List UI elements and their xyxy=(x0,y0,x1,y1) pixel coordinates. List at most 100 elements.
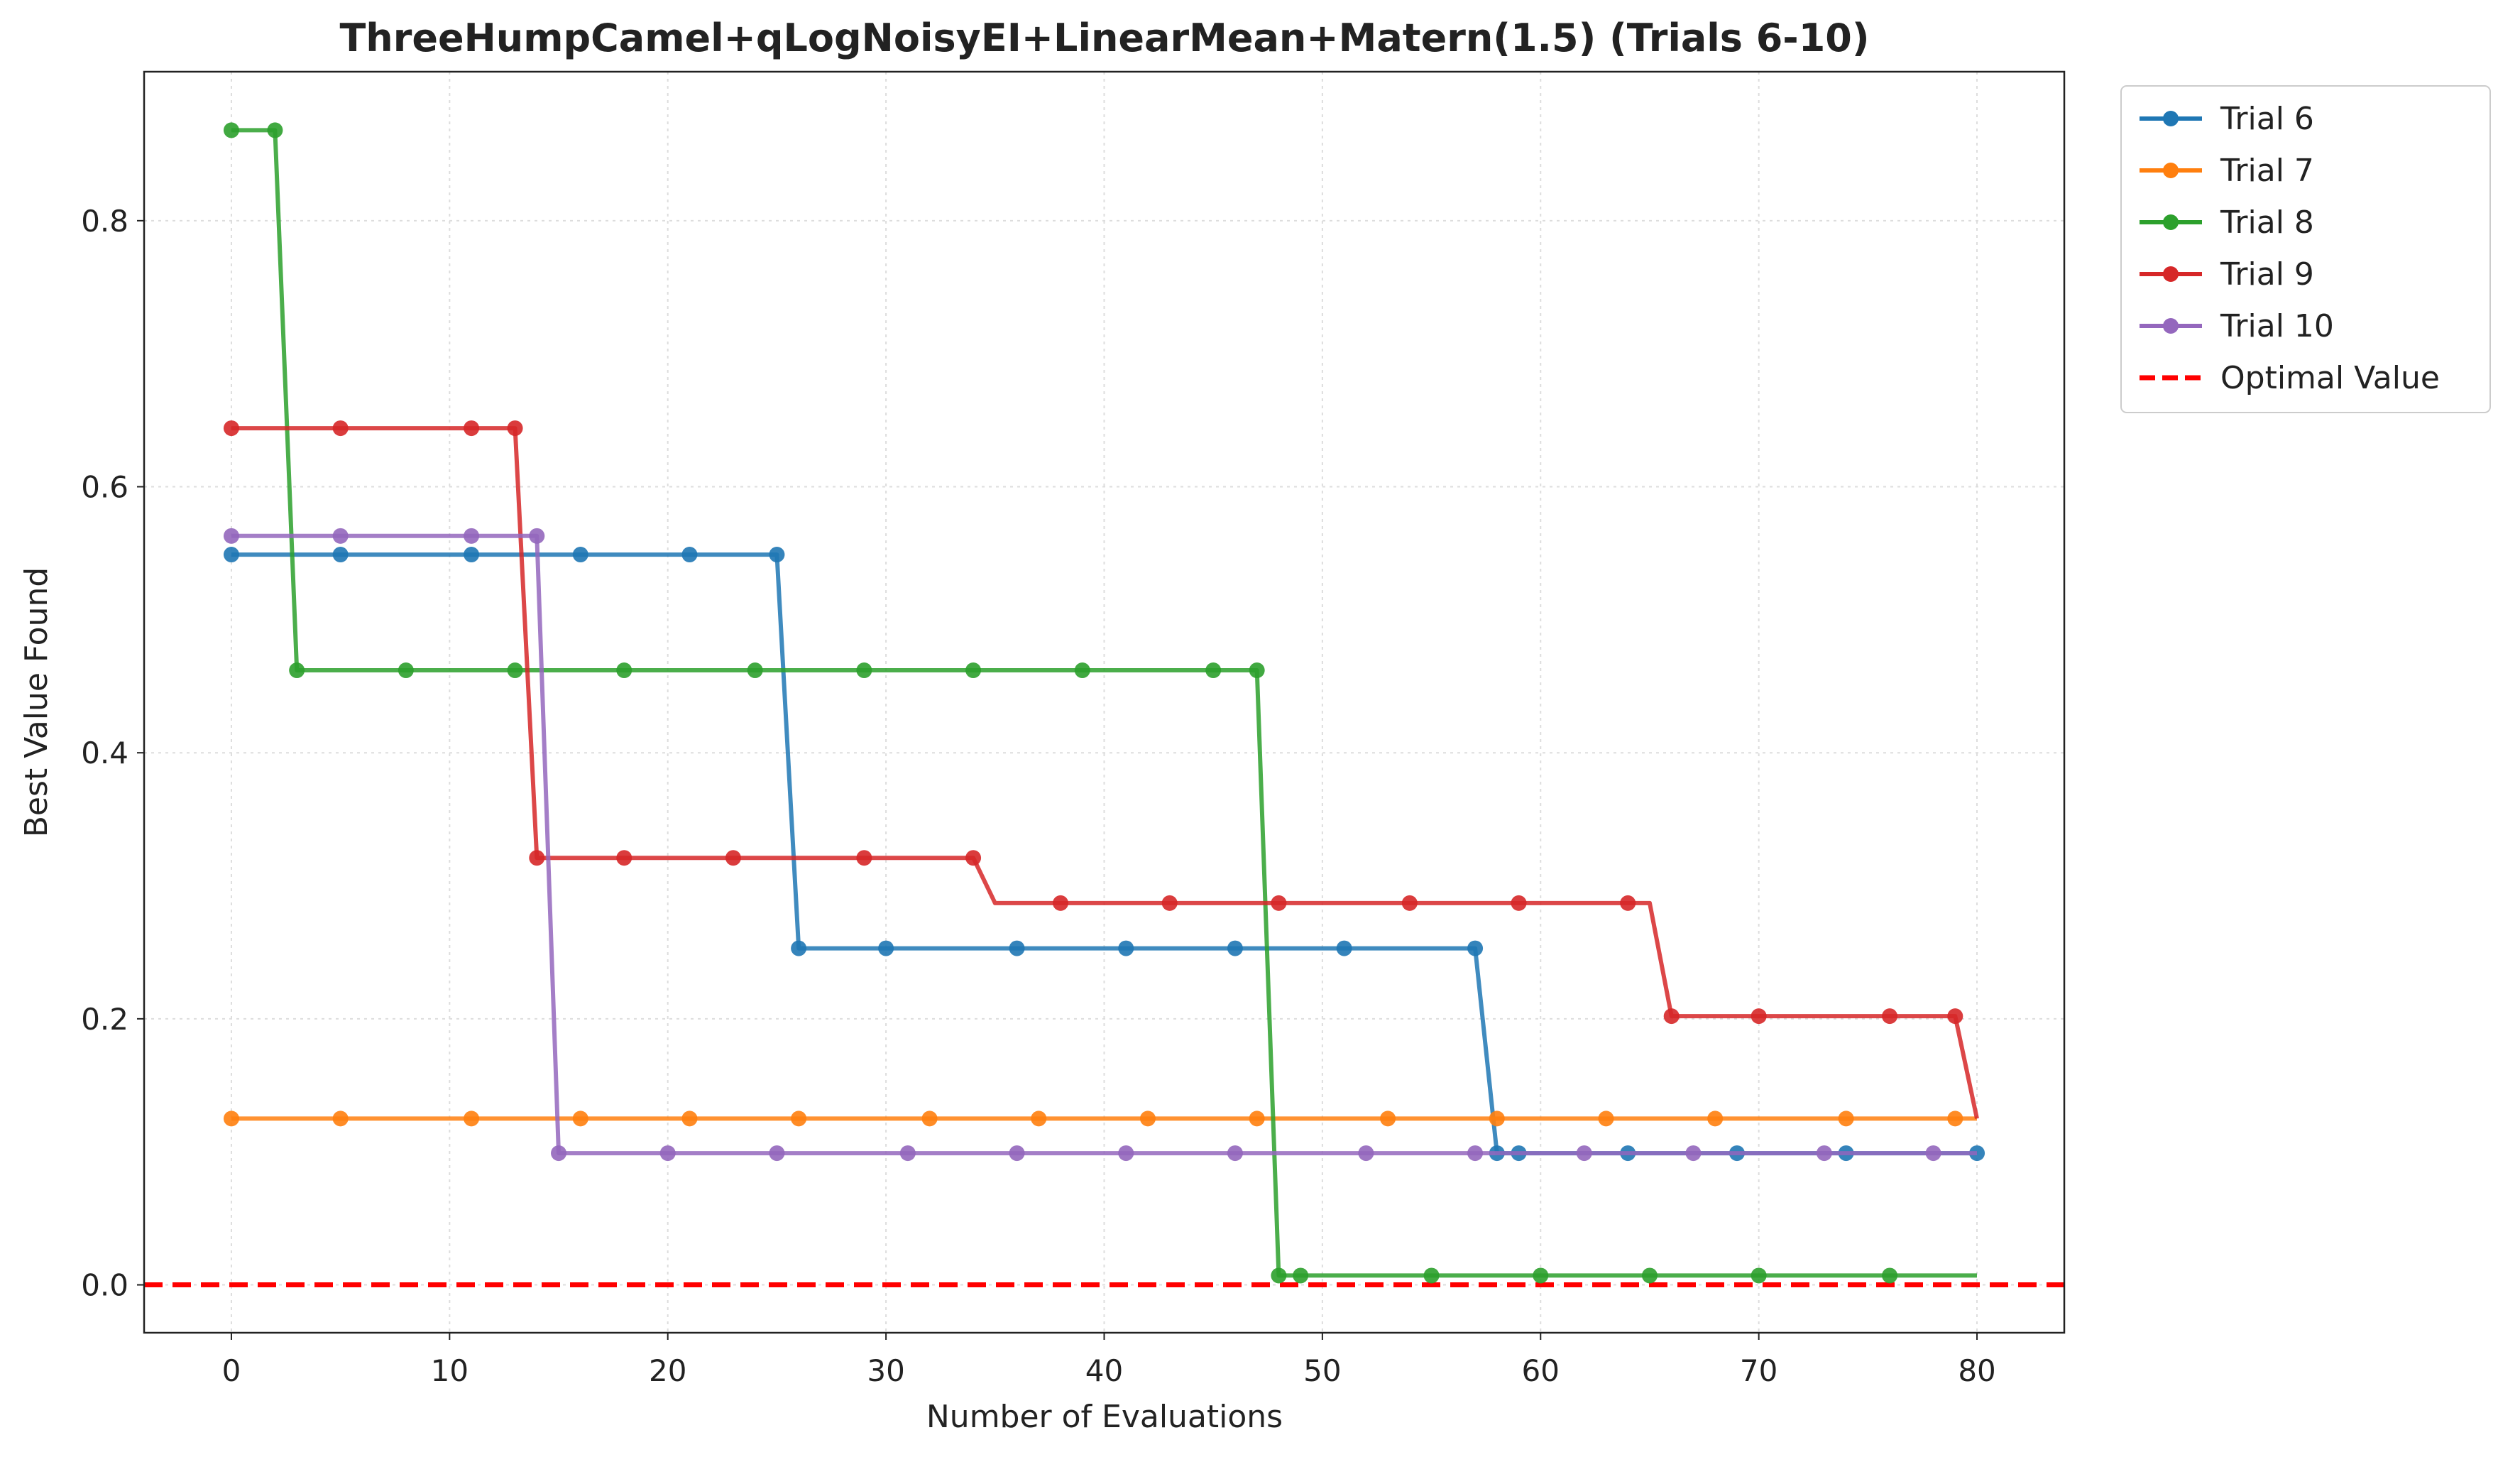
series-9-point xyxy=(1401,895,1418,911)
series-line-9 xyxy=(231,426,1979,1120)
series-6-point xyxy=(1969,1145,1985,1162)
series-10-point xyxy=(1925,1145,1941,1162)
series-9-point xyxy=(1161,895,1178,911)
series-9-point xyxy=(223,420,239,437)
series-9-point xyxy=(507,420,523,437)
series-10 xyxy=(223,528,1977,1162)
series-10-point xyxy=(529,528,545,544)
series-9-point xyxy=(1947,1008,1963,1025)
series-6-point xyxy=(681,547,698,563)
x-tick-label: 20 xyxy=(649,1353,686,1388)
series-6-point xyxy=(464,547,480,563)
series-8-point xyxy=(1271,1267,1287,1284)
legend: Trial 6 Trial 7 Trial 8 Trial 9 Trial 10 Opti… xyxy=(2120,85,2491,413)
series-10-point xyxy=(769,1145,785,1162)
series-10-point xyxy=(551,1145,567,1162)
series-7-point xyxy=(1139,1111,1156,1127)
legend-entry: Trial 8 xyxy=(2140,204,2314,241)
legend-entry: Trial 10 xyxy=(2140,308,2334,344)
x-tick-label: 50 xyxy=(1303,1353,1341,1388)
legend-marker xyxy=(2163,318,2179,334)
series-9-point xyxy=(725,850,741,866)
x-axis-label: Number of Evaluations xyxy=(926,1399,1283,1435)
legend-entry: Trial 9 xyxy=(2140,256,2314,293)
series-6-point xyxy=(878,940,894,956)
series-9-point xyxy=(464,420,480,437)
series-8-point xyxy=(1882,1267,1898,1284)
series-6-point xyxy=(1118,940,1134,956)
series-8-point xyxy=(1293,1267,1309,1284)
legend-entry: Trial 7 xyxy=(2140,153,2314,189)
series-6-point xyxy=(572,547,588,563)
series-8-point xyxy=(1074,662,1090,679)
series-9 xyxy=(223,420,1979,1120)
series-10-point xyxy=(1358,1145,1374,1162)
plot-frame xyxy=(143,70,2066,1334)
y-axis-label: Best Value Found xyxy=(18,567,55,838)
series-8-point xyxy=(398,662,414,679)
series-8 xyxy=(223,122,1977,1284)
series-10-point xyxy=(223,528,239,544)
series-10-point xyxy=(1118,1145,1134,1162)
series-9-point xyxy=(1751,1008,1767,1025)
series-8-point xyxy=(1751,1267,1767,1284)
series-7-point xyxy=(1947,1111,1963,1127)
x-tick-label: 70 xyxy=(1740,1353,1777,1388)
series-7-point xyxy=(921,1111,938,1127)
series-9-point xyxy=(965,850,982,866)
x-tick-label: 60 xyxy=(1522,1353,1560,1388)
series-8-point xyxy=(1533,1267,1549,1284)
x-tick-label: 30 xyxy=(867,1353,904,1388)
series-9-point xyxy=(332,420,349,437)
y-tick-label: 0.8 xyxy=(81,204,128,239)
series-8-point xyxy=(289,662,305,679)
series-7 xyxy=(223,1111,1977,1127)
series-group xyxy=(223,122,1985,1284)
legend-entry: Trial 6 xyxy=(2140,101,2314,137)
series-7-point xyxy=(332,1111,349,1127)
series-10-point xyxy=(899,1145,916,1162)
series-10-point xyxy=(1467,1145,1484,1162)
legend-label: Trial 10 xyxy=(2220,308,2334,344)
series-10-point xyxy=(1227,1145,1243,1162)
series-9-point xyxy=(1620,895,1636,911)
series-10-point xyxy=(1816,1145,1832,1162)
legend-label: Trial 9 xyxy=(2220,256,2314,293)
series-10-point xyxy=(464,528,480,544)
series-8-point xyxy=(965,662,982,679)
series-6-point xyxy=(1009,940,1025,956)
x-tick-label: 0 xyxy=(222,1353,241,1388)
series-8-point xyxy=(747,662,763,679)
series-7-point xyxy=(1249,1111,1265,1127)
legend-marker xyxy=(2163,163,2179,178)
series-9-point xyxy=(1271,895,1287,911)
legend-marker xyxy=(2163,214,2179,230)
series-7-point xyxy=(1031,1111,1047,1127)
series-7-point xyxy=(1489,1111,1505,1127)
legend-marker xyxy=(2163,111,2179,126)
legend-marker xyxy=(2163,266,2179,282)
series-9-point xyxy=(1882,1008,1898,1025)
series-7-point xyxy=(572,1111,588,1127)
series-7-point xyxy=(464,1111,480,1127)
series-6-point xyxy=(223,547,239,563)
legend-label: Trial 7 xyxy=(2220,153,2314,189)
legend-label: Optimal Value xyxy=(2220,360,2440,396)
legend-label: Trial 8 xyxy=(2220,204,2314,241)
series-7-point xyxy=(1380,1111,1396,1127)
legend-box xyxy=(2120,85,2491,413)
legend-entry: Optimal Value xyxy=(2140,360,2440,396)
x-tick-label: 10 xyxy=(431,1353,469,1388)
series-8-point xyxy=(223,122,239,138)
y-tick-label: 0.0 xyxy=(81,1268,128,1303)
chart-title: ThreeHumpCamel+qLogNoisyEI+LinearMean+Ma… xyxy=(339,16,1869,60)
series-7-point xyxy=(223,1111,239,1127)
y-tick-label: 0.4 xyxy=(81,736,128,770)
series-6-point xyxy=(1467,940,1484,956)
series-9-point xyxy=(529,850,545,866)
legend-label: Trial 6 xyxy=(2220,101,2314,137)
y-axis-ticks: 0.0 0.2 0.4 0.6 0.8 xyxy=(81,204,144,1303)
series-8-point xyxy=(1641,1267,1658,1284)
series-6-point xyxy=(1336,940,1352,956)
